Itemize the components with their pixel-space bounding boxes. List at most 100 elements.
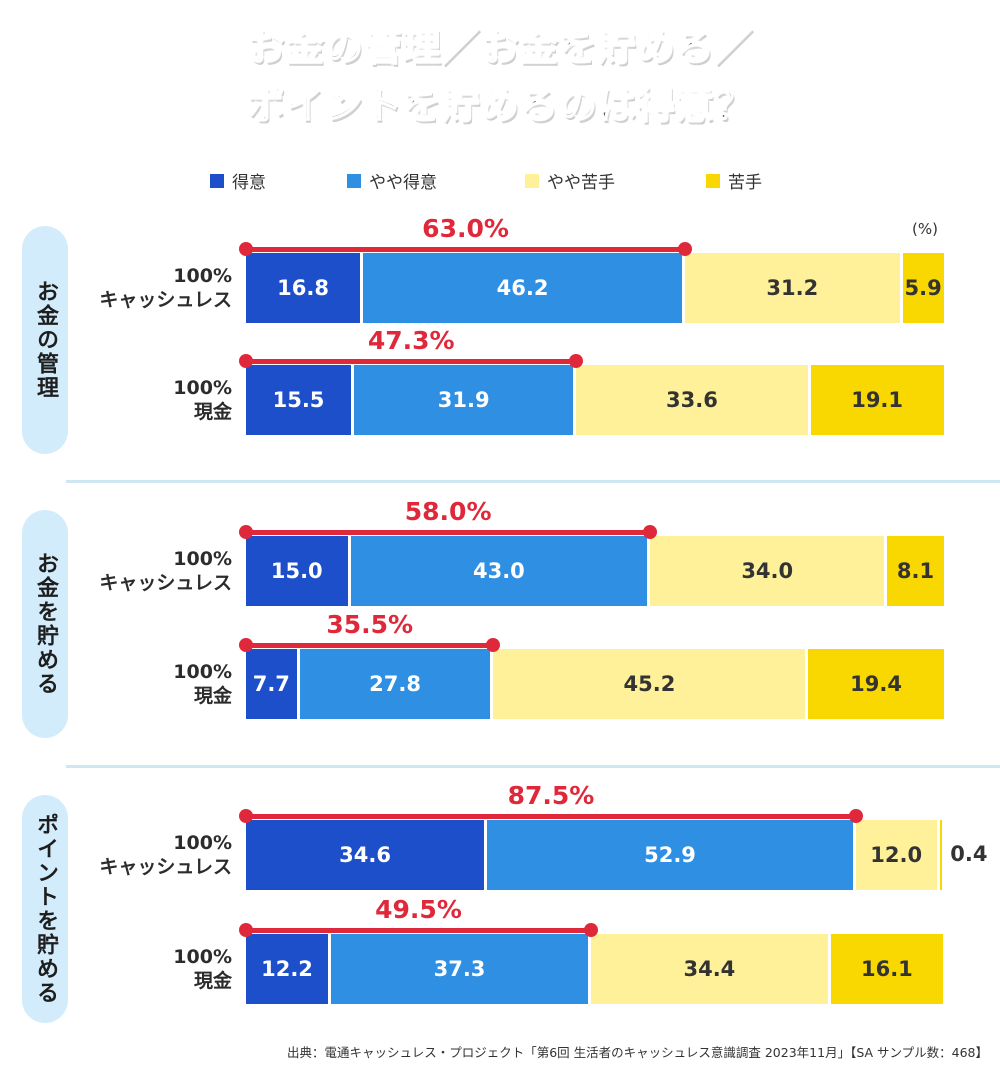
bar-segment: 27.8 [299,649,494,719]
legend-item: 苦手 [706,168,762,193]
legend-swatch [525,173,539,188]
bar-segment: 15.5 [246,365,355,435]
legend-item: やや苦手 [525,168,615,193]
data-label: 16.1 [860,957,913,981]
bar-segment: 8.1 [887,536,944,606]
data-label: 34.4 [683,957,736,981]
bar-segment: 45.2 [493,649,809,719]
bar-segment: 31.9 [354,365,577,435]
bar-segment: 31.2 [685,253,903,323]
top2-bracket-line [246,247,686,252]
source-note: 出典：電通キャッシュレス・プロジェクト「第6回 生活者のキャッシュレス意識調査 … [286,1045,988,1060]
data-label: 31.9 [437,388,490,412]
row-label-line2: 現金 [193,685,232,707]
legend-label: やや苦手 [547,173,615,193]
bracket-endpoint [239,525,253,539]
bar-segment: 46.2 [363,253,686,323]
row-label: 100% 現金 [60,660,232,708]
data-label: 37.3 [433,957,486,981]
top2-bracket-line [246,530,651,535]
data-label: 15.5 [272,388,325,412]
row-label-line1: 100% [173,946,232,968]
bracket-endpoint [643,525,658,539]
row-label: 100% 現金 [60,376,232,424]
bracket-endpoint [239,809,253,823]
data-label: 27.8 [369,672,421,696]
legend-item: 得意 [210,168,266,193]
data-label: 0.4 [950,842,988,866]
bar-segment: 16.1 [830,934,943,1004]
row-label-line1: 100% [173,548,232,570]
bar-segment: 19.1 [810,365,944,435]
bracket-endpoint [848,809,863,823]
chart-title-line1: お金の管理／お金を貯める／ [245,24,754,70]
top2-bracket-line [246,359,577,364]
bar-segment: 37.3 [331,934,591,1004]
group-divider [66,480,1000,483]
top2-total-label: 63.0% [422,214,509,243]
row-label-line1: 100% [173,832,232,854]
bar-segment: 15.0 [246,536,351,606]
legend-swatch [706,173,720,188]
bracket-endpoint [584,923,598,937]
bar-segment: 33.6 [576,365,811,435]
data-label: 12.2 [261,957,313,981]
bracket-endpoint [486,638,501,652]
data-label: 52.9 [644,843,696,867]
chart-title-line2: ポイントを貯めるのは得意？ [245,82,754,128]
group-label: ポイントを貯める [22,795,68,1023]
row-label-line2: 現金 [193,401,232,423]
data-label: 45.2 [623,672,676,696]
legend-label: 得意 [232,173,266,193]
top2-bracket-line [246,928,591,933]
data-label: 5.9 [904,276,942,300]
top2-total-label: 58.0% [404,497,492,526]
legend-swatch [210,173,224,188]
row-label: 100% キャッシュレス [60,547,232,595]
row-label-line2: キャッシュレス [99,289,232,311]
bar-segment: 19.4 [808,649,944,719]
row-label: 100% キャッシュレス [60,831,232,879]
data-label: 19.1 [851,388,904,412]
group-label: お金の管理 [22,226,68,454]
bracket-endpoint [569,354,584,368]
bar-segment [939,820,943,890]
group-divider [66,765,1000,768]
bar-segment: 34.4 [591,934,831,1004]
bar-segment: 5.9 [902,253,944,323]
data-label: 19.4 [850,672,902,696]
data-label: 8.1 [896,559,935,583]
top2-bracket-line [246,643,494,648]
bracket-endpoint [239,638,253,652]
row-label-line2: キャッシュレス [99,572,232,594]
data-label: 33.6 [666,388,718,412]
data-label: 7.7 [252,672,290,696]
top2-total-label: 47.3% [367,326,455,355]
bracket-endpoint [239,242,253,256]
legend-swatch [347,173,361,188]
bar-segment: 12.0 [855,820,940,890]
data-label: 16.8 [277,276,329,300]
bar-segment: 7.7 [246,649,300,719]
data-label: 15.0 [270,559,323,583]
data-label: 43.0 [472,559,525,583]
top2-bracket-line [246,814,856,819]
row-label-line1: 100% [173,661,232,683]
row-label-line1: 100% [173,265,232,287]
data-label: 31.2 [766,276,819,300]
data-label: 12.0 [870,843,923,867]
data-label: 34.6 [339,843,391,867]
bar-segment: 34.6 [246,820,488,890]
top2-total-label: 49.5% [375,895,462,924]
row-label-line1: 100% [173,377,232,399]
bracket-endpoint [239,354,253,368]
row-label: 100% 現金 [60,945,232,993]
bracket-endpoint [239,923,253,937]
top2-total-label: 35.5% [326,610,414,639]
data-label: 34.0 [741,559,794,583]
bar-segment: 12.2 [246,934,332,1004]
row-label: 100% キャッシュレス [60,264,232,312]
top2-total-label: 87.5% [507,781,595,810]
bar-segment: 52.9 [487,820,856,890]
bar-segment: 34.0 [650,536,888,606]
